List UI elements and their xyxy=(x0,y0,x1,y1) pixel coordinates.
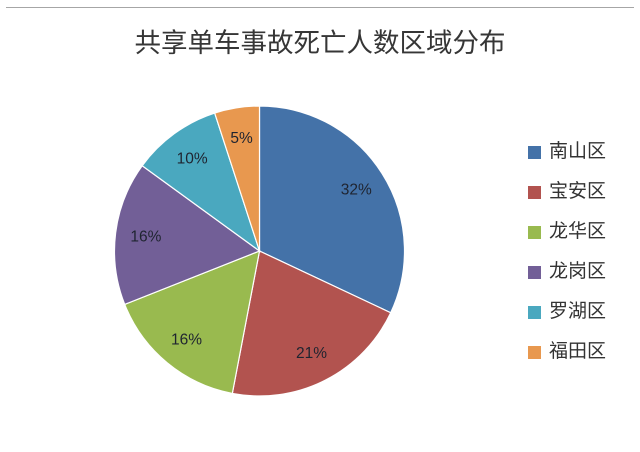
svg-text:10%: 10% xyxy=(177,150,208,167)
svg-text:32%: 32% xyxy=(341,182,372,199)
svg-text:16%: 16% xyxy=(130,229,161,246)
svg-text:5%: 5% xyxy=(230,130,253,147)
svg-text:16%: 16% xyxy=(171,331,202,348)
svg-text:21%: 21% xyxy=(296,345,327,362)
